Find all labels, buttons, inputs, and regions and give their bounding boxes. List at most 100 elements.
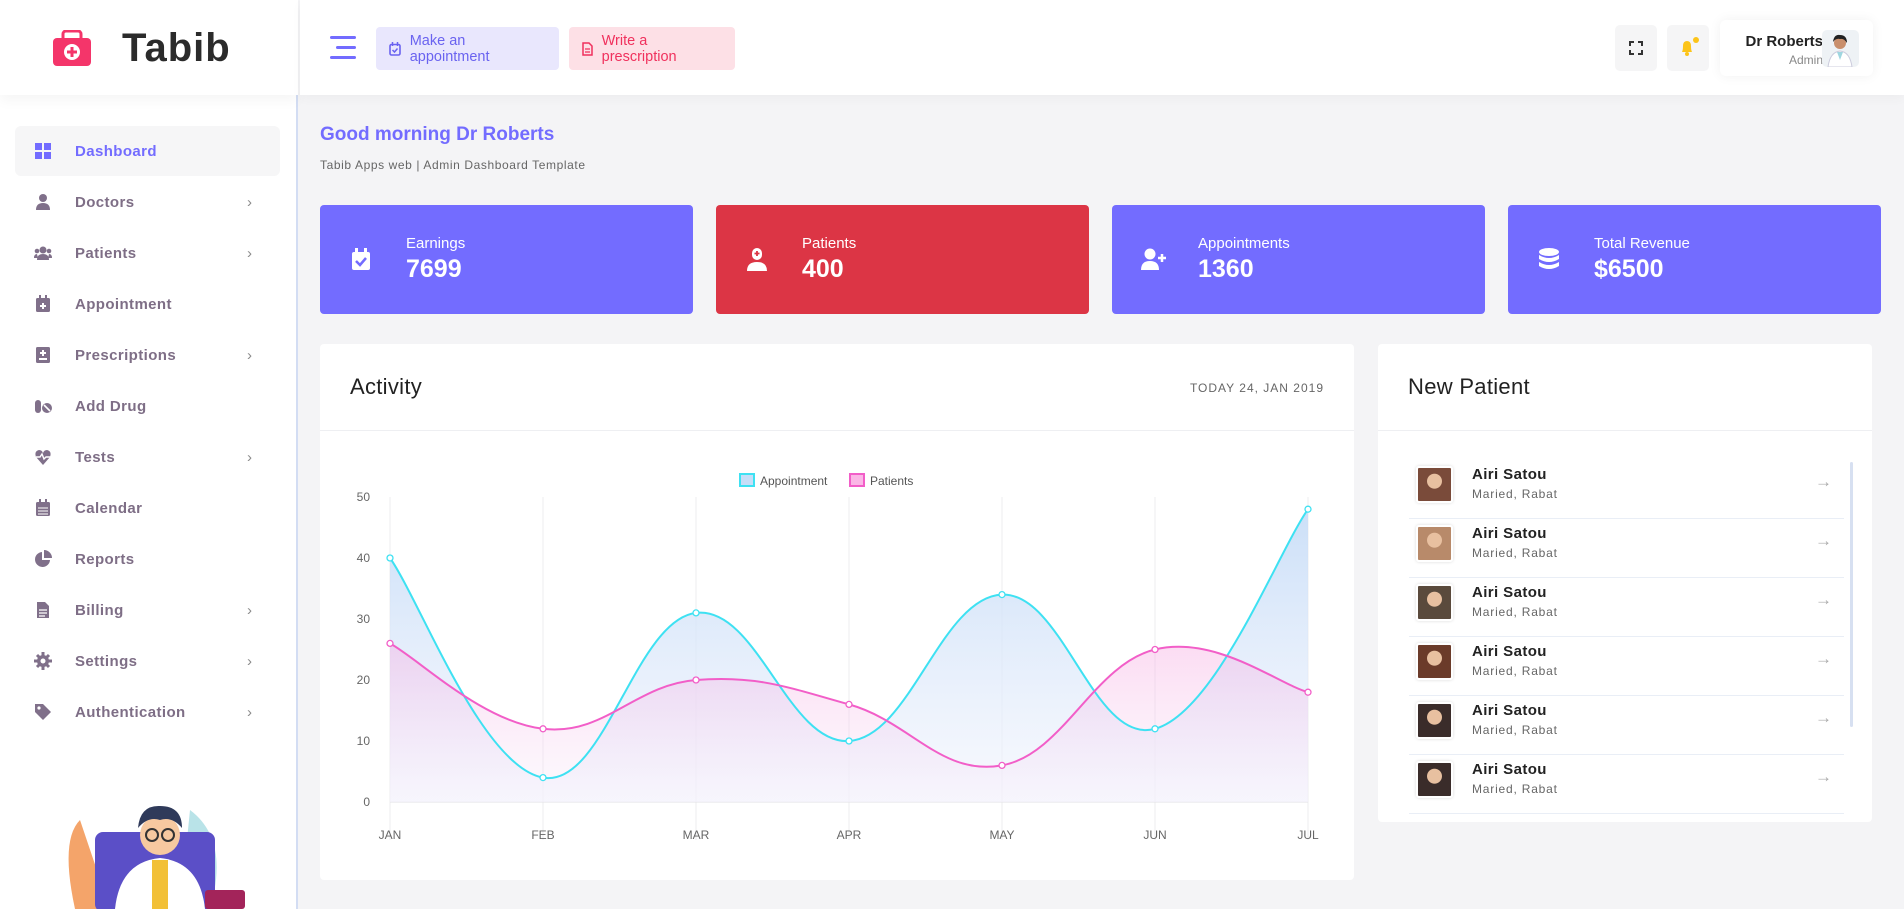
sidebar-item-label: Billing: [75, 601, 124, 619]
divider: [320, 430, 1354, 431]
patient-list-item[interactable]: Airi Satou Maried, Rabat →: [1409, 460, 1844, 519]
sidebar-item-label: Dashboard: [75, 142, 157, 160]
patient-detail: Maried, Rabat: [1472, 605, 1558, 619]
database-icon: [1536, 247, 1564, 273]
user-profile-menu[interactable]: Dr Roberts Admin: [1720, 20, 1873, 76]
stat-card-earnings[interactable]: Earnings 7699: [320, 205, 693, 314]
sidebar-item-prescriptions[interactable]: Prescriptions ›: [15, 330, 280, 380]
data-point: [1151, 645, 1159, 654]
data-point: [1304, 505, 1312, 513]
data-point: [539, 773, 547, 782]
stat-card-appointments[interactable]: Appointments 1360: [1112, 205, 1485, 314]
user-plus-icon: [1140, 247, 1168, 273]
write-prescription-label: Write a prescription: [601, 32, 677, 65]
stat-label: Patients: [802, 235, 857, 252]
data-point: [845, 737, 853, 745]
patient-avatar: [1416, 525, 1453, 562]
chevron-right-icon: ›: [247, 703, 252, 721]
activity-date: TODAY 24, JAN 2019: [1189, 381, 1324, 395]
activity-chart: JAN FEB MAR APR MAY JUN JUL 0 10 20 30 40 50 Appointm…: [357, 473, 1319, 842]
user-role: Admin: [1788, 53, 1823, 67]
chevron-right-icon: ›: [247, 193, 252, 211]
arrow-right-icon[interactable]: →: [1815, 472, 1832, 491]
user-name: Dr Roberts: [1745, 33, 1823, 50]
make-appointment-label: Make an appointment: [409, 32, 490, 65]
sidebar-item-appointment[interactable]: Appointment: [15, 279, 280, 329]
sidebar-item-calendar[interactable]: Calendar: [15, 483, 280, 533]
patient-detail: Maried, Rabat: [1472, 782, 1558, 796]
sidebar-item-label: Reports: [75, 550, 135, 568]
patient-list-item[interactable]: Airi Satou Maried, Rabat →: [1409, 637, 1844, 696]
patient-avatar: [1416, 761, 1453, 798]
sidebar-item-add-drug[interactable]: Add Drug: [15, 381, 280, 431]
x-tick-label: JUN: [1143, 828, 1166, 842]
patient-list-scrollbar[interactable]: [1850, 462, 1853, 727]
y-tick-label: 0: [363, 795, 370, 809]
sidebar-item-billing[interactable]: Billing ›: [15, 585, 280, 635]
data-point: [1304, 688, 1312, 696]
calendar-check-icon: [348, 247, 376, 273]
patient-detail: Maried, Rabat: [1472, 546, 1558, 560]
patient-name: Airi Satou: [1472, 702, 1547, 719]
arrow-right-icon[interactable]: →: [1815, 590, 1832, 609]
patient-name: Airi Satou: [1472, 643, 1547, 660]
stat-value: 7699: [406, 255, 462, 283]
x-tick-label: JAN: [379, 828, 402, 842]
stat-value: 400: [802, 255, 844, 283]
make-appointment-button[interactable]: Make an appointment: [376, 27, 559, 70]
sidebar-item-label: Authentication: [75, 703, 186, 721]
chevron-right-icon: ›: [247, 346, 252, 364]
x-tick-label: FEB: [531, 828, 554, 842]
sidebar-item-label: Settings: [75, 652, 138, 670]
arrow-right-icon[interactable]: →: [1815, 531, 1832, 550]
patient-avatar: [1416, 643, 1453, 680]
data-point: [845, 700, 853, 709]
legend-label: Patients: [870, 474, 913, 488]
file-icon: [582, 41, 593, 56]
patient-list-item[interactable]: Airi Satou Maried, Rabat →: [1409, 519, 1844, 578]
sidebar-item-label: Patients: [75, 244, 137, 262]
brand-logo[interactable]: Tabib: [0, 0, 298, 95]
arrow-right-icon[interactable]: →: [1815, 767, 1832, 786]
legend-swatch: [739, 473, 755, 487]
pie-chart-icon: [34, 550, 52, 568]
grid-icon: [34, 142, 52, 160]
stat-card-patients[interactable]: Patients 400: [716, 205, 1089, 314]
patient-avatar: [1416, 466, 1453, 503]
series-area-patients: [390, 643, 1308, 802]
patient-list-item[interactable]: Airi Satou Maried, Rabat →: [1409, 755, 1844, 814]
sidebar: Dashboard Doctors › Patients › Appointment Pre…: [0, 0, 298, 909]
sidebar-item-reports[interactable]: Reports: [15, 534, 280, 584]
bell-icon: [1682, 37, 1699, 56]
sidebar-item-tests[interactable]: Tests ›: [15, 432, 280, 482]
stat-card-total-revenue[interactable]: Total Revenue $6500: [1508, 205, 1881, 314]
arrow-right-icon[interactable]: →: [1815, 708, 1832, 727]
arrow-right-icon[interactable]: →: [1815, 649, 1832, 668]
menu-toggle-icon[interactable]: [330, 36, 356, 66]
sidebar-item-authentication[interactable]: Authentication ›: [15, 687, 280, 737]
calendar-check-icon: [389, 41, 401, 56]
fullscreen-button[interactable]: [1615, 25, 1657, 71]
write-prescription-button[interactable]: Write a prescription: [569, 27, 735, 70]
calendar-icon: [34, 499, 52, 517]
notifications-button[interactable]: [1667, 25, 1709, 71]
sidebar-item-dashboard[interactable]: Dashboard: [15, 126, 280, 176]
calendar-plus-icon: [34, 295, 52, 313]
sidebar-item-settings[interactable]: Settings ›: [15, 636, 280, 686]
patient-list-item[interactable]: Airi Satou Maried, Rabat →: [1409, 696, 1844, 755]
stat-value: 1360: [1198, 255, 1254, 283]
data-point: [386, 639, 394, 648]
sidebar-item-label: Doctors: [75, 193, 135, 211]
new-patient-title: New Patient: [1408, 374, 1530, 399]
patient-detail: Maried, Rabat: [1472, 723, 1558, 737]
expand-icon: [1629, 41, 1643, 55]
patient-name: Airi Satou: [1472, 525, 1547, 542]
user-doctor-icon: [34, 193, 52, 211]
sidebar-item-doctors[interactable]: Doctors ›: [15, 177, 280, 227]
sidebar-item-label: Calendar: [75, 499, 143, 517]
patient-list-item[interactable]: Airi Satou Maried, Rabat →: [1409, 578, 1844, 637]
sidebar-item-patients[interactable]: Patients ›: [15, 228, 280, 278]
x-tick-label: MAR: [683, 828, 710, 842]
data-point: [998, 590, 1006, 599]
patient-name: Airi Satou: [1472, 466, 1547, 483]
